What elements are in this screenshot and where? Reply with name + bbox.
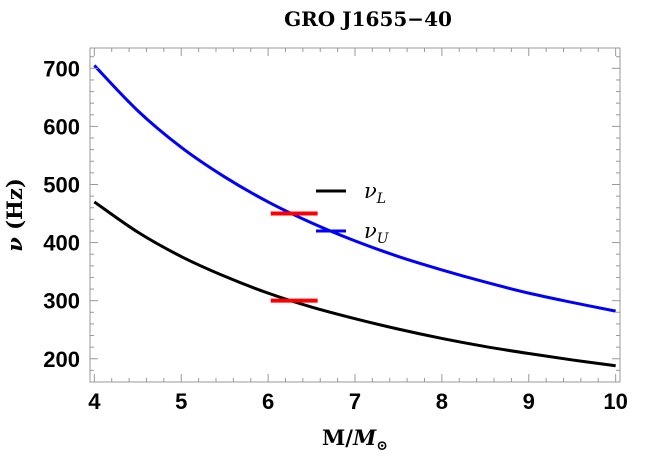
x-tick-label: 4 xyxy=(88,389,101,414)
x-tick-label: 5 xyxy=(175,389,187,414)
x-tick-label: 10 xyxy=(603,389,627,414)
y-tick-label: 500 xyxy=(43,173,80,198)
chart-title: GRO J1655−40 xyxy=(284,7,452,31)
x-tick-label: 9 xyxy=(523,389,535,414)
x-axis-label: M/M⊙ xyxy=(322,425,388,454)
plot-frame xyxy=(89,47,621,383)
legend-label-U: νU xyxy=(364,219,390,247)
curves xyxy=(93,64,616,368)
plot-border xyxy=(89,47,621,383)
y-axis-label: ν (Hz) xyxy=(2,178,27,252)
x-tick-label: 7 xyxy=(349,389,361,414)
y-tick-label: 700 xyxy=(43,56,80,81)
y-tick-label: 300 xyxy=(43,289,80,314)
axis-labels: M/M⊙ ν (Hz) xyxy=(2,178,388,454)
x-tick-label: 8 xyxy=(436,389,448,414)
y-tick-label: 600 xyxy=(43,114,80,139)
y-tick-label: 200 xyxy=(43,347,80,372)
legend-label-L: νL xyxy=(364,179,386,207)
x-tick-label: 6 xyxy=(262,389,274,414)
axis-ticks: 4 5 6 7 8 9 10 200 300 400 500 600 700 xyxy=(43,48,628,414)
series-line-L xyxy=(93,200,616,368)
series-line-U xyxy=(93,64,616,313)
y-tick-label: 400 xyxy=(43,231,80,256)
legend: νL νU xyxy=(316,179,390,247)
observation-markers xyxy=(270,211,318,303)
